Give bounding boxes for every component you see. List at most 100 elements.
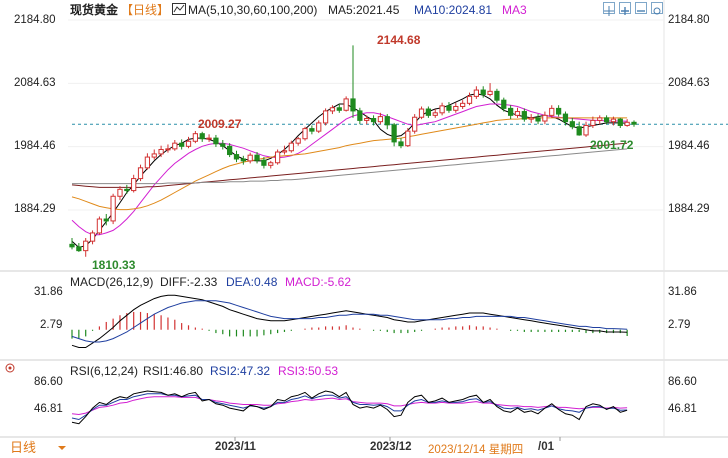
candle-body [329,107,336,112]
candle-body [137,167,144,180]
candle [418,106,425,120]
ma-line-ma100 [72,148,628,185]
candle [69,238,75,250]
candle [583,121,589,137]
candle [302,126,308,141]
candle [268,160,274,169]
annotation-high2: 2009.27 [198,117,242,131]
candle-body [144,156,151,169]
candle-body [192,133,198,142]
candle [117,186,123,201]
candle-body [220,143,226,147]
move-icon[interactable] [603,2,615,16]
candle-body [227,145,233,156]
candle-body [391,124,397,143]
candle-body [254,154,260,161]
zoom-out-icon[interactable] [635,2,647,14]
ytick-left-4: 1884.29 [14,203,56,215]
candle-body [206,137,212,140]
candle-body [110,195,116,222]
rsi-params-label: RSI(6,12,24) [70,364,139,378]
candle-body [281,150,288,153]
ma-params-label: MA(5,10,30,60,100,200) [188,3,318,17]
settings-icon[interactable] [651,2,663,15]
candle-body [528,117,534,120]
candle [76,243,82,252]
ma-line-ma60 [71,142,628,188]
candle [494,88,500,103]
annotation-low: 1810.33 [92,258,136,272]
bottom-dropdown-icon[interactable] [10,441,68,458]
candle-body [316,122,322,132]
bottom-period-label[interactable]: 日线 [10,440,37,455]
candle-body [83,240,89,252]
rsi-ytick-right-1: 86.60 [668,376,697,388]
candle-body [364,118,370,121]
rsi-ytick-left-2: 46.81 [34,403,63,415]
candle-body [405,130,411,147]
candle-body [117,188,123,197]
candle-body [158,148,164,155]
candle [240,155,246,165]
candle [309,125,315,135]
candle-body [96,218,103,234]
candle-body [336,107,342,111]
candle-body [370,118,377,123]
candle [227,143,233,158]
ma5-value: MA5:2021.45 [328,3,400,17]
zoom-in-icon[interactable] [619,2,631,15]
candle-body [535,117,541,122]
candle [555,105,562,117]
candle-body [309,128,315,132]
rsi2-value: RSI2:47.32 [210,364,271,378]
macd-hist-value: MACD:-5.62 [285,275,352,289]
candle-body [514,111,521,116]
candle [350,45,356,118]
candle-body [398,141,404,147]
candle [446,102,452,113]
candle [384,114,390,130]
annotation-high: 2144.68 [377,33,421,47]
candle-body [268,162,274,166]
rsi-ytick-left-1: 86.60 [34,376,63,388]
candle [281,145,288,155]
candle-body [165,148,171,151]
candle [329,105,336,115]
ytick-right-2: 2084.63 [668,77,710,89]
annotation-recent-low: 2001.72 [590,138,634,152]
candle [521,108,527,122]
candle [501,97,507,112]
candle-body [576,126,582,136]
candle [131,174,137,193]
rsi1-value: RSI1:46.80 [143,364,204,378]
candle-body [233,154,240,160]
candle [364,115,370,125]
candle-body [151,153,157,158]
ytick-left-2: 2084.63 [14,77,56,89]
candle-body [103,218,109,222]
candle [597,115,603,125]
candle [288,140,294,153]
candle-body [302,128,308,140]
ma-line-ma30 [71,117,628,211]
candle-body [439,105,445,114]
ma-settings-icon[interactable] [172,3,186,18]
candle [528,114,534,123]
ma-line-ma5 [71,93,628,249]
candle [96,216,103,235]
candle [473,86,479,99]
candle [185,136,192,149]
candle [165,144,171,153]
candle-body [508,107,514,116]
candle [179,139,185,150]
rsi2-line [71,393,628,421]
candle-body [597,117,603,121]
ma3-label: MA3 [502,3,527,17]
candle-body [412,116,418,132]
candle [569,117,575,130]
candle-body [446,105,452,111]
period-label[interactable]: 【日线】 [121,3,170,17]
candle-body [494,90,500,101]
candle [535,114,541,125]
indicator-settings-icon[interactable] [4,362,16,377]
